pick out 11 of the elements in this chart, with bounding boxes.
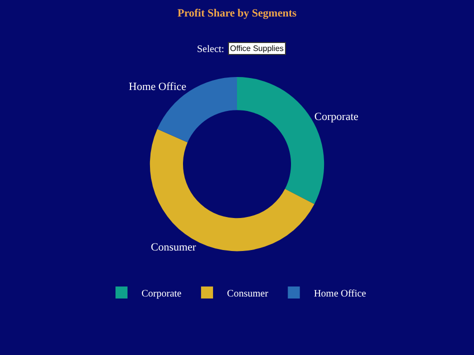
text: Office Supplies bbox=[230, 44, 284, 53]
text: Select: bbox=[197, 44, 224, 55]
chart-title: Profit Share by Segments bbox=[177, 8, 298, 20]
slice-label: Consumer bbox=[150, 242, 196, 254]
slice-label: Corporate bbox=[314, 111, 359, 124]
legend-label: Home Office bbox=[314, 288, 367, 300]
donut-slice bbox=[150, 129, 314, 252]
legend-label: Corporate bbox=[142, 288, 182, 300]
legend-label: Consumer bbox=[227, 288, 269, 300]
donut-slice bbox=[157, 77, 237, 142]
slice-label: Home Office bbox=[128, 80, 186, 93]
